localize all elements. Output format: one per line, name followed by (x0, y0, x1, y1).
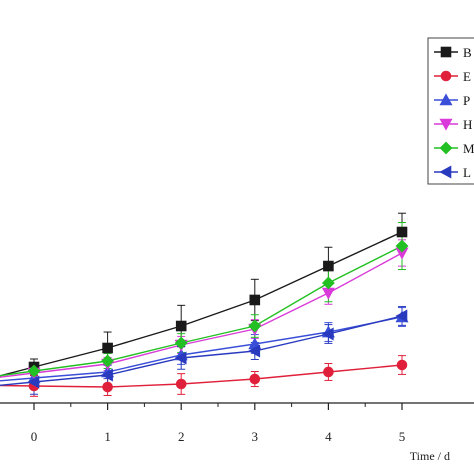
data-point-b (396, 226, 408, 238)
data-point-b (102, 342, 113, 354)
data-point-e (249, 373, 261, 385)
data-point-b (175, 320, 187, 332)
legend-label-b: B (463, 45, 472, 60)
x-tick-label: 3 (252, 429, 259, 444)
legend-marker-p (439, 93, 453, 106)
x-tick-label: 5 (399, 429, 406, 444)
error-bars (30, 212, 406, 397)
x-axis-ticks: 0 1 2 3 4 5 (31, 403, 406, 444)
x-tick-label: 2 (178, 429, 185, 444)
legend-marker-e (440, 70, 452, 82)
data-point-e (323, 366, 334, 378)
data-markers (27, 226, 409, 393)
data-point-b (323, 260, 334, 272)
legend-label-e: E (463, 69, 471, 84)
x-axis-title: Time / d (410, 449, 450, 463)
data-point-l (321, 327, 334, 341)
data-point-l (100, 368, 113, 382)
legend-label-p: P (463, 93, 470, 108)
data-point-m (248, 319, 262, 333)
legend-label-m: M (463, 141, 474, 156)
data-point-m (27, 364, 41, 378)
data-point-l (248, 344, 261, 358)
series-lines (0, 231, 403, 388)
x-tick-label: 0 (31, 429, 38, 444)
x-tick-label: 4 (325, 429, 332, 444)
series-line-b (0, 231, 403, 377)
data-point-e (396, 359, 408, 371)
legend-label-h: H (463, 117, 472, 132)
data-point-l (27, 375, 40, 389)
x-tick-label: 1 (104, 429, 111, 444)
data-point-m (321, 276, 335, 290)
data-point-m (101, 354, 115, 368)
data-point-e (102, 381, 113, 393)
series-line-l (0, 315, 403, 386)
data-point-e (175, 378, 187, 390)
legend-marker-m (439, 141, 453, 155)
legend-marker-h (439, 118, 453, 131)
data-point-l (395, 309, 408, 323)
legend-label-l: L (463, 165, 471, 180)
legend-marker-b (440, 46, 452, 58)
data-point-l (174, 351, 187, 365)
legend-marker-l (439, 165, 452, 179)
data-point-m (395, 239, 409, 253)
data-point-h (321, 287, 335, 300)
data-point-m (174, 336, 188, 350)
series-line-h (0, 252, 403, 378)
legend-box (427, 37, 474, 185)
data-point-b (249, 294, 261, 306)
